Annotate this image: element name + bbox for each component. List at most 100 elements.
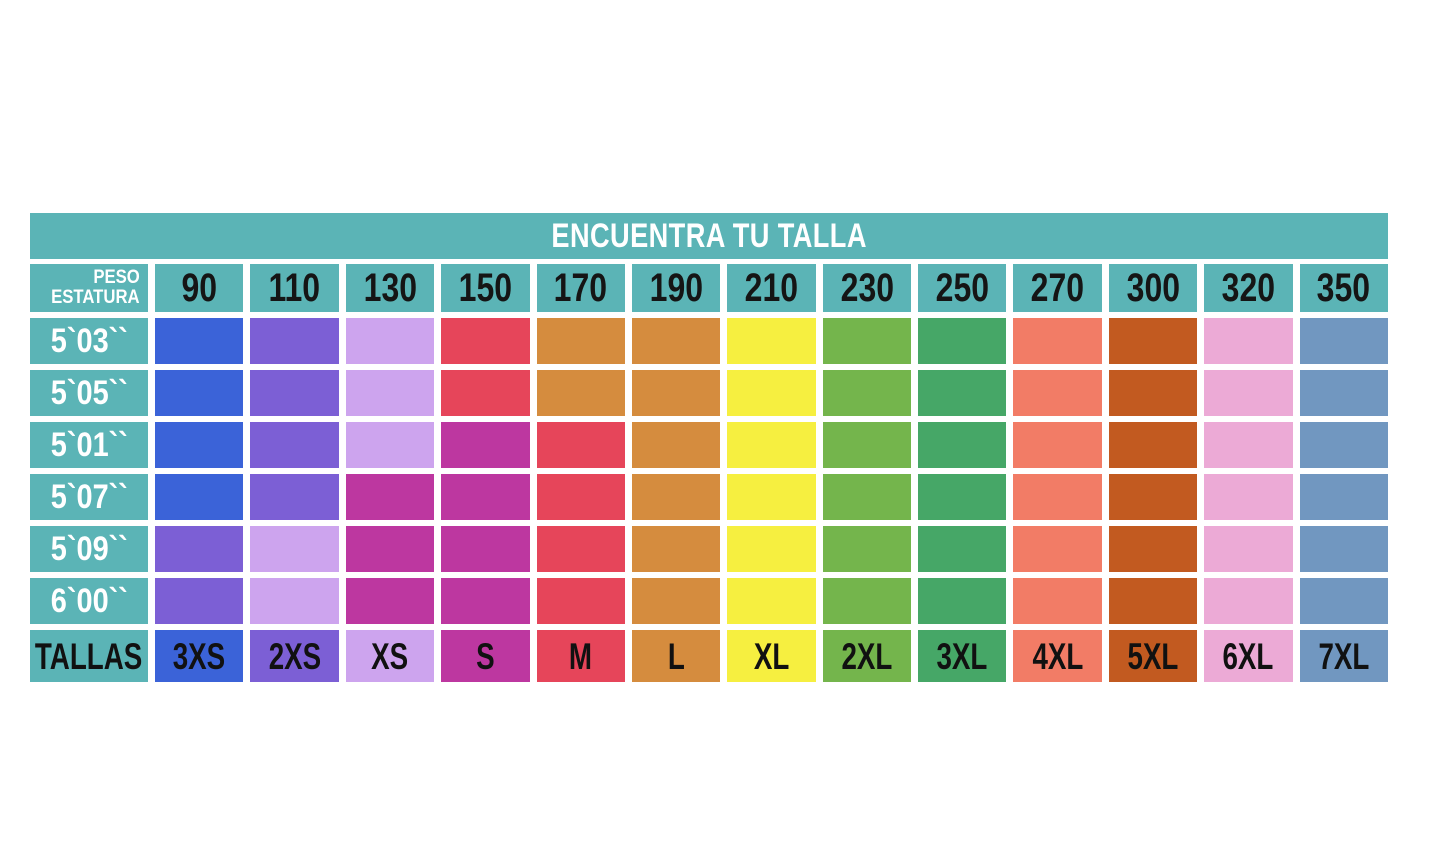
- corner-label-estatura: ESTATURA: [51, 287, 140, 308]
- size-cell: [155, 370, 244, 416]
- weight-header-230: 230: [822, 264, 912, 312]
- size-label-m: M: [536, 630, 625, 682]
- weight-header-170: 170: [536, 264, 625, 312]
- size-cell: [631, 370, 721, 416]
- size-cell: [1204, 422, 1293, 468]
- weight-header-320-label: 320: [1221, 266, 1276, 310]
- size-label-3xl-label: 3XL: [936, 635, 988, 677]
- height-label-row-6: 6`00``: [30, 578, 148, 624]
- corner-header-peso-estatura: PESO ESTATURA: [30, 264, 148, 312]
- size-cell: [1108, 526, 1198, 572]
- weight-header-250-label: 250: [935, 266, 989, 310]
- size-label-3xs: 3XS: [155, 630, 244, 682]
- size-cell: [1013, 370, 1102, 416]
- size-label-4xl: 4XL: [1013, 630, 1102, 682]
- size-cell: [345, 526, 435, 572]
- size-cell: [1299, 370, 1388, 416]
- height-label-row-5-label: 5`09``: [50, 530, 128, 568]
- size-cell: [822, 370, 912, 416]
- size-label-xs: XS: [345, 630, 435, 682]
- size-label-l-label: L: [667, 635, 685, 677]
- weight-header-350-label: 350: [1317, 266, 1371, 310]
- weight-header-130: 130: [345, 264, 435, 312]
- size-cell: [155, 578, 244, 624]
- size-cell: [1013, 318, 1102, 364]
- size-cell: [1299, 318, 1388, 364]
- size-label-7xl-label: 7XL: [1318, 635, 1370, 677]
- size-cell: [822, 526, 912, 572]
- size-cell: [1204, 318, 1293, 364]
- size-label-2xl-label: 2XL: [841, 635, 893, 677]
- size-cell: [250, 526, 339, 572]
- tallas-header: TALLAS: [30, 630, 148, 682]
- height-label-row-2-label: 5`05``: [50, 374, 128, 412]
- size-cell: [822, 578, 912, 624]
- size-cell: [155, 526, 244, 572]
- size-cell: [536, 578, 625, 624]
- size-cell: [918, 474, 1007, 520]
- weight-header-150-label: 150: [458, 266, 513, 310]
- weight-header-90-label: 90: [181, 266, 217, 310]
- size-cell: [918, 526, 1007, 572]
- size-cell: [536, 370, 625, 416]
- size-cell: [1299, 474, 1388, 520]
- height-label-row-1-label: 5`03``: [50, 322, 128, 360]
- weight-header-170-label: 170: [554, 266, 608, 310]
- weight-header-230-label: 230: [840, 266, 894, 310]
- size-cell: [441, 474, 530, 520]
- size-label-s-label: S: [476, 635, 495, 677]
- size-cell: [536, 526, 625, 572]
- height-label-row-4-label: 5`07``: [50, 478, 128, 516]
- size-cell: [918, 370, 1007, 416]
- size-cell: [1108, 370, 1198, 416]
- weight-header-270-label: 270: [1030, 266, 1085, 310]
- weight-header-270: 270: [1013, 264, 1102, 312]
- size-grid: PESO ESTATURA 90 110 130 150 170 190 210 230 250…: [30, 264, 1388, 682]
- size-label-6xl-label: 6XL: [1222, 635, 1274, 677]
- size-cell: [345, 474, 435, 520]
- weight-header-300-label: 300: [1126, 266, 1180, 310]
- size-cell: [631, 422, 721, 468]
- size-cell: [631, 526, 721, 572]
- size-label-m-label: M: [569, 635, 593, 677]
- size-cell: [918, 422, 1007, 468]
- weight-header-150: 150: [441, 264, 530, 312]
- size-label-xl: XL: [727, 630, 816, 682]
- tallas-header-label: TALLAS: [35, 635, 143, 677]
- size-label-2xl: 2XL: [822, 630, 912, 682]
- size-cell: [1013, 422, 1102, 468]
- size-cell: [1204, 474, 1293, 520]
- size-cell: [441, 578, 530, 624]
- size-cell: [727, 318, 816, 364]
- weight-header-250: 250: [918, 264, 1007, 312]
- size-cell: [1108, 422, 1198, 468]
- chart-title-bar: ENCUENTRA TU TALLA: [30, 213, 1388, 259]
- size-cell: [1013, 578, 1102, 624]
- size-cell: [1013, 526, 1102, 572]
- size-cell: [441, 370, 530, 416]
- height-label-row-3-label: 5`01``: [50, 426, 128, 464]
- size-cell: [631, 474, 721, 520]
- size-cell: [1299, 422, 1388, 468]
- weight-header-350: 350: [1299, 264, 1388, 312]
- weight-header-190-label: 190: [649, 266, 703, 310]
- weight-header-320: 320: [1204, 264, 1293, 312]
- size-cell: [1108, 474, 1198, 520]
- size-chart-table: ENCUENTRA TU TALLA PESO ESTATURA 90 110 13…: [30, 213, 1388, 682]
- weight-header-210-label: 210: [744, 266, 799, 310]
- size-cell: [727, 370, 816, 416]
- weight-header-90: 90: [155, 264, 244, 312]
- size-label-xs-label: XS: [371, 635, 409, 677]
- size-cell: [155, 318, 244, 364]
- size-cell: [155, 474, 244, 520]
- size-cell: [822, 474, 912, 520]
- size-cell: [727, 422, 816, 468]
- size-cell: [1108, 578, 1198, 624]
- size-cell: [250, 474, 339, 520]
- size-cell: [155, 422, 244, 468]
- height-label-row-1: 5`03``: [30, 318, 148, 364]
- height-label-row-6-label: 6`00``: [50, 582, 128, 620]
- size-cell: [345, 578, 435, 624]
- size-label-2xs: 2XS: [250, 630, 339, 682]
- size-label-5xl-label: 5XL: [1127, 635, 1179, 677]
